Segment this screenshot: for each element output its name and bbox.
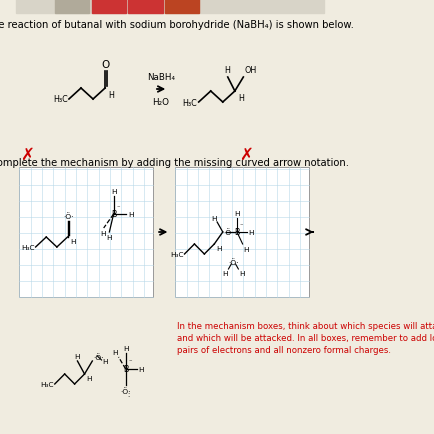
Text: H: H — [210, 216, 216, 221]
Text: ✗: ✗ — [20, 146, 34, 164]
Text: H: H — [128, 211, 133, 217]
Text: ·Ö·: ·Ö· — [228, 259, 238, 266]
Text: H: H — [222, 270, 227, 276]
Text: H: H — [106, 234, 112, 240]
Text: H: H — [100, 230, 105, 237]
Text: H₃C: H₃C — [53, 95, 67, 104]
Text: B: B — [111, 210, 116, 219]
Text: ·Ö·: ·Ö· — [63, 213, 73, 220]
Text: B: B — [233, 228, 239, 237]
Text: ✗: ✗ — [239, 146, 253, 164]
Text: H₃C: H₃C — [21, 244, 35, 250]
Text: H: H — [108, 91, 114, 100]
Bar — [16, 0, 323, 14]
Text: H: H — [243, 247, 248, 253]
Bar — [55, 0, 89, 14]
Text: H: H — [102, 358, 108, 364]
Text: O: O — [102, 60, 110, 70]
Text: H: H — [112, 349, 118, 355]
Text: :: : — [127, 391, 129, 397]
Text: H: H — [238, 94, 244, 103]
Text: B: B — [123, 365, 128, 374]
Text: H: H — [239, 270, 244, 276]
Text: H: H — [216, 246, 221, 251]
Bar — [92, 0, 125, 14]
Text: H: H — [86, 375, 92, 381]
Text: H: H — [248, 230, 253, 236]
Text: ·Ö·: ·Ö· — [93, 353, 103, 360]
Text: H: H — [233, 210, 239, 217]
Text: H: H — [138, 366, 144, 372]
Text: H₃C: H₃C — [182, 98, 197, 107]
Text: ⁻: ⁻ — [128, 358, 132, 364]
Text: H₃C: H₃C — [40, 381, 54, 387]
Text: ·Ö·: ·Ö· — [120, 387, 131, 394]
Text: ⁻: ⁻ — [116, 204, 120, 210]
Text: H₂O: H₂O — [152, 98, 169, 107]
Text: H: H — [123, 345, 128, 351]
Text: In the mechanism boxes, think about which species will attack
and which will be : In the mechanism boxes, think about whic… — [177, 321, 434, 354]
Text: ·Ö·: ·Ö· — [223, 229, 233, 236]
Text: H: H — [224, 66, 230, 75]
Text: H: H — [70, 238, 76, 244]
Text: H: H — [74, 353, 79, 359]
Bar — [128, 0, 162, 14]
Bar — [175, 168, 308, 297]
Text: H₃C: H₃C — [170, 251, 184, 257]
Text: Complete the mechanism by adding the missing curved arrow notation.: Complete the mechanism by adding the mis… — [0, 158, 349, 168]
Text: ⁻: ⁻ — [239, 223, 243, 228]
Bar — [165, 0, 199, 14]
Bar — [19, 168, 152, 297]
Text: The reaction of butanal with sodium borohydride (NaBH₄) is shown below.: The reaction of butanal with sodium boro… — [0, 20, 353, 30]
Text: OH: OH — [243, 66, 256, 75]
Text: NaBH₄: NaBH₄ — [147, 73, 175, 82]
Text: H: H — [111, 188, 116, 194]
